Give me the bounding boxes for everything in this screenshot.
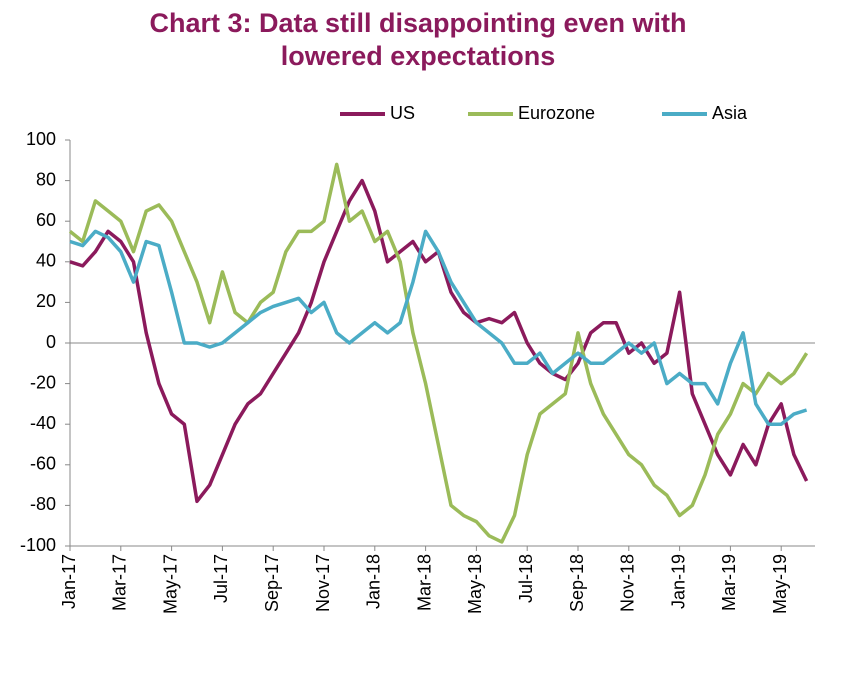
y-tick-label: -40 <box>30 413 56 433</box>
x-tick-label: Jul-18 <box>516 554 536 603</box>
y-tick-label: -100 <box>20 535 56 555</box>
y-tick-label: 0 <box>46 332 56 352</box>
x-tick-label: Jan-17 <box>59 554 79 609</box>
x-tick-label: Sep-18 <box>567 554 587 612</box>
series-line <box>69 229 808 426</box>
chart-title: lowered expectations <box>281 41 556 71</box>
series-line <box>68 162 809 544</box>
legend-label: Eurozone <box>518 103 595 123</box>
x-tick-label: Nov-18 <box>618 554 638 612</box>
x-tick-label: Jan-19 <box>668 554 688 609</box>
y-tick-label: -60 <box>30 454 56 474</box>
x-tick-label: Nov-17 <box>313 554 333 612</box>
x-tick-label: May-19 <box>770 554 790 614</box>
x-tick-label: May-17 <box>160 554 180 614</box>
x-tick-label: Mar-17 <box>110 554 130 611</box>
y-tick-label: 60 <box>36 210 56 230</box>
x-tick-label: May-18 <box>465 554 485 614</box>
x-tick-label: Mar-18 <box>414 554 434 611</box>
y-tick-label: -80 <box>30 494 56 514</box>
y-tick-label: 20 <box>36 291 56 311</box>
chart-title: Chart 3: Data still disappointing even w… <box>149 8 686 38</box>
legend-label: Asia <box>712 103 748 123</box>
y-tick-label: 100 <box>26 129 56 149</box>
x-tick-label: Sep-17 <box>262 554 282 612</box>
series-line <box>69 178 809 504</box>
x-tick-label: Jan-18 <box>364 554 384 609</box>
y-tick-label: 80 <box>36 169 56 189</box>
x-tick-label: Mar-19 <box>719 554 739 611</box>
y-tick-label: 40 <box>36 251 56 271</box>
legend-label: US <box>390 103 415 123</box>
x-tick-label: Jul-17 <box>211 554 231 603</box>
y-tick-label: -20 <box>30 372 56 392</box>
